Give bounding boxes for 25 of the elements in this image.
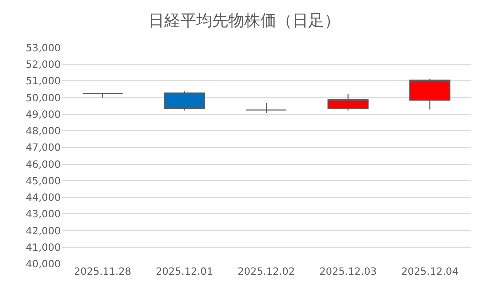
y-tick-label: 44,000 [26, 193, 61, 204]
y-tick-label: 40,000 [26, 260, 61, 270]
y-tick-label: 51,000 [26, 76, 61, 88]
y-tick-label: 52,000 [26, 60, 61, 72]
y-tick-label: 53,000 [26, 44, 61, 54]
x-tick-label: 2025.12.03 [320, 267, 377, 278]
y-tick-label: 47,000 [26, 143, 61, 154]
x-tick-label: 2025.12.02 [238, 267, 296, 278]
candlestick [410, 78, 451, 110]
x-tick-label: 2025.12.01 [156, 267, 214, 278]
x-tick-label: 2025.12.04 [401, 267, 459, 278]
y-tick-label: 48,000 [26, 126, 61, 138]
y-tick-label: 41,000 [26, 242, 61, 254]
candlestick [82, 93, 124, 98]
candlestick [246, 102, 288, 114]
y-tick-label: 50,000 [26, 93, 61, 104]
x-tick-label: 2025.11.28 [74, 267, 132, 278]
y-tick-label: 46,000 [26, 160, 61, 171]
candlestick [328, 94, 369, 112]
y-tick-label: 49,000 [26, 110, 61, 121]
y-tick-label: 43,000 [26, 210, 61, 221]
y-tick-label: 42,000 [26, 226, 61, 238]
candlestick [164, 90, 206, 112]
y-tick-label: 45,000 [26, 176, 61, 188]
chart-title: 日経平均先物株価（日足） [148, 10, 340, 30]
